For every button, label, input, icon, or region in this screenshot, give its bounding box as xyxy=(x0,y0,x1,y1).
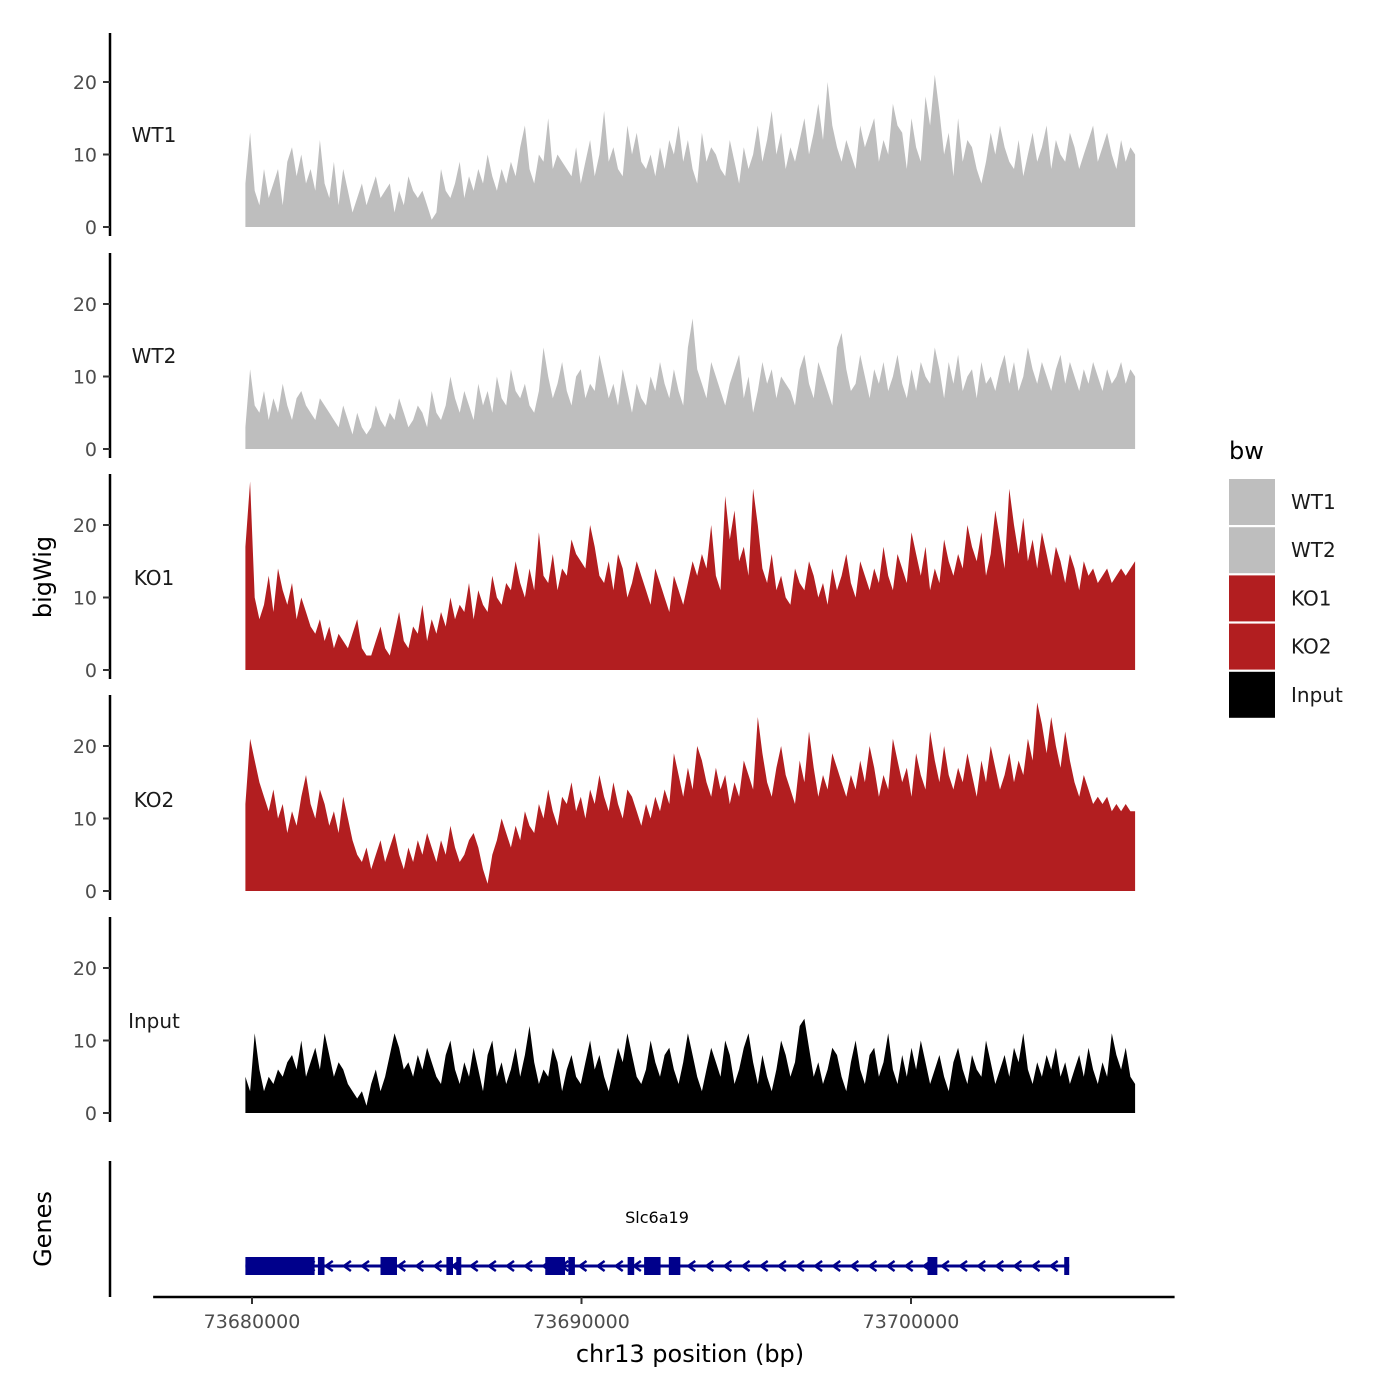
coverage-area-ko1 xyxy=(245,481,1136,670)
exon xyxy=(545,1257,566,1275)
track-panel-wt1: 0 10 20 WT1 xyxy=(73,33,1136,239)
legend-key-wt1 xyxy=(1229,479,1275,525)
track-label: WT1 xyxy=(132,123,177,147)
y-tick-label: 20 xyxy=(73,736,97,758)
track-panel-ko1: 0 10 20 KO1 xyxy=(73,474,1136,682)
legend-key-ko2 xyxy=(1229,623,1275,670)
coverage-tracks: 0 10 20 WT1 0 10 20 WT2 0 10 20 KO1 0 10 20 KO2 0 10 20 Inp… xyxy=(73,33,1136,1125)
legend-key-ko1 xyxy=(1229,575,1275,622)
strand-arrow xyxy=(758,1259,769,1273)
y-tick-label: 0 xyxy=(85,660,97,682)
exon xyxy=(927,1257,938,1275)
strand-arrow xyxy=(414,1259,425,1273)
x-axis-title: chr13 position (bp) xyxy=(576,1340,804,1368)
strand-arrow xyxy=(396,1259,407,1273)
y-tick-label: 20 xyxy=(73,72,97,94)
y-tick-label: 10 xyxy=(73,1031,97,1053)
y-tick-label: 0 xyxy=(85,439,97,461)
legend: bw WT1 WT2 KO1 KO2 Input xyxy=(1229,437,1343,718)
track-label: WT2 xyxy=(132,344,177,368)
exon xyxy=(627,1257,635,1275)
strand-arrow xyxy=(1012,1259,1023,1273)
strand-arrow xyxy=(1030,1259,1041,1273)
strand-arrow xyxy=(595,1259,606,1273)
strand-arrow xyxy=(885,1259,896,1273)
legend-label-wt1: WT1 xyxy=(1291,490,1336,514)
legend-label-input: Input xyxy=(1291,683,1343,707)
y-tick-label: 20 xyxy=(73,294,97,316)
strand-arrow xyxy=(740,1259,751,1273)
strand-arrow xyxy=(776,1259,787,1273)
coverage-area-wt1 xyxy=(245,74,1136,227)
x-tick-label: 73680000 xyxy=(204,1311,301,1333)
strand-arrow xyxy=(994,1259,1005,1273)
y-tick-label: 0 xyxy=(85,217,97,239)
legend-label-ko1: KO1 xyxy=(1291,586,1332,610)
y-tick-label: 20 xyxy=(73,958,97,980)
strand-arrow xyxy=(794,1259,805,1273)
exon xyxy=(245,1257,315,1275)
x-axis: 73680000 73690000 73700000 xyxy=(153,1295,1175,1333)
exon xyxy=(380,1257,397,1275)
exon xyxy=(668,1257,681,1275)
strand-arrow xyxy=(359,1259,370,1273)
coverage-area-ko2 xyxy=(245,702,1136,891)
x-tick-label: 73700000 xyxy=(863,1311,960,1333)
strand-arrow xyxy=(831,1259,841,1273)
strand-arrow xyxy=(504,1259,515,1273)
strand-arrow xyxy=(976,1259,986,1273)
strand-arrow xyxy=(686,1259,696,1273)
exon xyxy=(644,1257,661,1275)
strand-arrow xyxy=(849,1259,860,1273)
y-tick-label: 0 xyxy=(85,1103,97,1125)
track-label: Input xyxy=(128,1009,180,1033)
exon xyxy=(317,1257,325,1275)
track-panel-ko2: 0 10 20 KO2 xyxy=(73,695,1136,903)
strand-arrow xyxy=(939,1259,950,1273)
strand-arrow xyxy=(957,1259,968,1273)
strand-arrow xyxy=(522,1259,533,1273)
strand-arrow xyxy=(341,1259,352,1273)
track-panel-wt2: 0 10 20 WT2 xyxy=(73,253,1136,461)
strand-arrow xyxy=(613,1259,624,1273)
gene-name-label: Slc6a19 xyxy=(625,1208,689,1227)
strand-arrow xyxy=(486,1259,497,1273)
track-label: KO2 xyxy=(134,788,175,812)
exon xyxy=(1064,1257,1070,1275)
strand-arrow xyxy=(722,1259,733,1273)
legend-key-input xyxy=(1229,671,1275,718)
strand-arrow xyxy=(323,1259,334,1273)
y-tick-label: 0 xyxy=(85,881,97,903)
legend-label-ko2: KO2 xyxy=(1291,635,1332,659)
x-tick-label: 73690000 xyxy=(533,1311,630,1333)
coverage-area-input xyxy=(245,1018,1136,1113)
strand-arrow xyxy=(432,1259,443,1273)
y-axis-title-genes: Genes xyxy=(29,1191,57,1267)
y-tick-label: 20 xyxy=(73,515,97,537)
legend-label-wt2: WT2 xyxy=(1291,538,1336,562)
strand-arrow xyxy=(1048,1259,1059,1273)
coverage-area-wt2 xyxy=(245,318,1136,449)
strand-arrow xyxy=(867,1259,878,1273)
strand-arrow xyxy=(903,1259,914,1273)
track-label: KO1 xyxy=(134,566,175,590)
strand-arrow xyxy=(577,1259,588,1273)
y-tick-label: 10 xyxy=(73,145,97,167)
strand-arrow xyxy=(704,1259,715,1273)
exon xyxy=(568,1257,575,1275)
exon xyxy=(456,1257,462,1275)
exon xyxy=(446,1257,453,1275)
y-tick-label: 10 xyxy=(73,809,97,831)
strand-arrow xyxy=(812,1259,823,1273)
legend-key-wt2 xyxy=(1229,527,1275,574)
strand-arrow xyxy=(468,1259,479,1273)
legend-title: bw xyxy=(1229,437,1264,465)
track-panel-input: 0 10 20 Input xyxy=(73,917,1136,1125)
y-tick-label: 10 xyxy=(73,588,97,610)
gene-track: Slc6a19 xyxy=(108,1161,1070,1297)
y-tick-label: 10 xyxy=(73,367,97,389)
y-axis-title-bigwig: bigWig xyxy=(29,536,57,618)
